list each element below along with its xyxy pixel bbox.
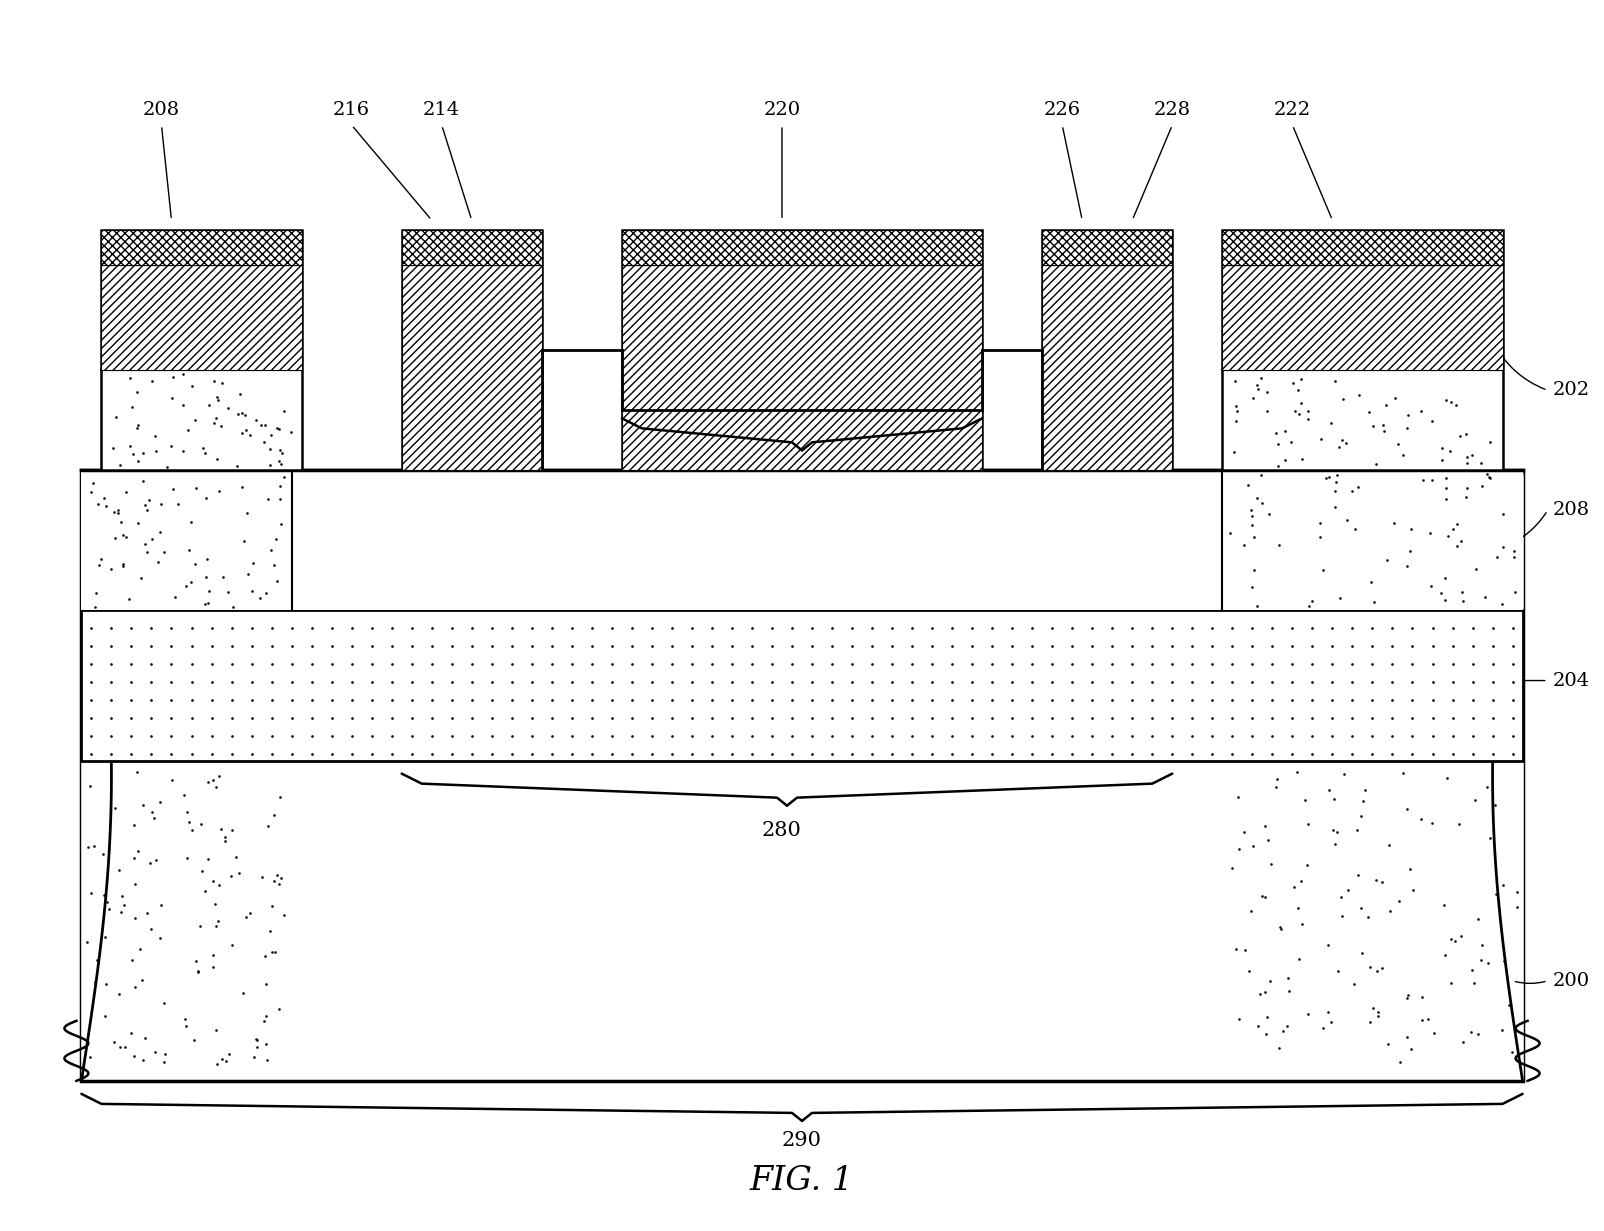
Bar — [1222, 265, 1503, 371]
Text: 226: 226 — [1044, 101, 1081, 119]
Bar — [101, 230, 302, 470]
Text: 290: 290 — [783, 1131, 821, 1150]
Bar — [101, 265, 302, 371]
Text: 202: 202 — [1553, 382, 1590, 399]
Bar — [401, 230, 542, 470]
Text: FIG. 1: FIG. 1 — [751, 1165, 853, 1197]
Bar — [1043, 265, 1173, 470]
Text: 200: 200 — [1553, 971, 1590, 990]
Bar — [1222, 230, 1503, 470]
Bar — [1043, 230, 1173, 470]
Bar — [622, 230, 982, 470]
Bar — [622, 230, 982, 265]
Text: 280: 280 — [762, 821, 802, 840]
Bar — [82, 470, 1522, 1081]
Text: 220: 220 — [764, 101, 800, 119]
Bar — [1222, 230, 1503, 265]
Text: 216: 216 — [334, 101, 371, 119]
Text: 208: 208 — [143, 101, 180, 119]
Bar — [401, 230, 542, 265]
Text: 222: 222 — [1274, 101, 1310, 119]
Bar — [82, 611, 1522, 761]
Text: 228: 228 — [1153, 101, 1190, 119]
Bar — [1043, 230, 1173, 265]
Text: 214: 214 — [423, 101, 460, 119]
Text: 204: 204 — [1553, 672, 1590, 689]
Bar — [101, 230, 302, 265]
Bar — [622, 265, 982, 470]
Text: 208: 208 — [1553, 501, 1590, 519]
Bar — [82, 470, 1522, 611]
Bar — [401, 265, 542, 470]
Text: 270: 270 — [783, 490, 821, 510]
